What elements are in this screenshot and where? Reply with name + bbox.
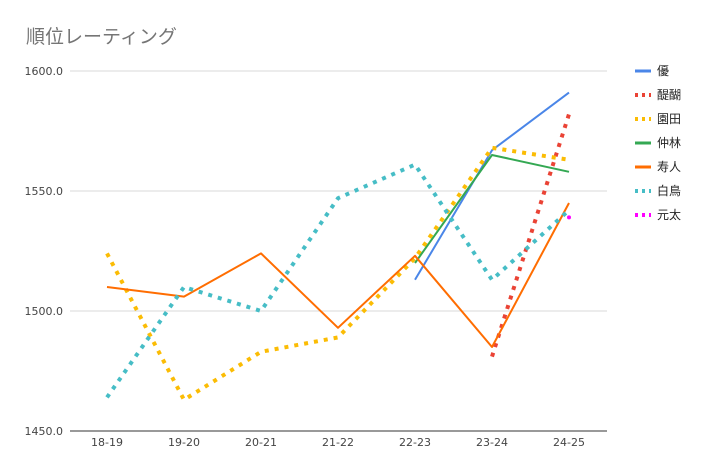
- y-tick-label: 1600.0: [25, 65, 64, 78]
- x-tick-label: 23-24: [476, 436, 508, 449]
- x-tick-label: 22-23: [399, 436, 431, 449]
- legend-entry: 仲林: [657, 136, 681, 150]
- series-line-6: [105, 162, 571, 399]
- series-line-1: [414, 91, 570, 281]
- x-axis-ticks: 18-19 19-20 20-21 21-22 22-23 23-24 24-25: [91, 436, 585, 449]
- chart-title: 順位レーティング: [26, 26, 177, 48]
- series-lines: [105, 91, 571, 402]
- x-tick-label: 24-25: [553, 436, 585, 449]
- series-point-7: [567, 215, 571, 220]
- x-tick-label: 18-19: [91, 436, 123, 449]
- y-axis-ticks: 1450.0 1500.0 1550.0 1600.0: [25, 65, 64, 438]
- legend-entry: 醍醐: [657, 88, 681, 102]
- y-tick-label: 1550.0: [25, 185, 64, 198]
- legend-entry: 白鳥: [657, 183, 681, 198]
- series-line-5: [106, 202, 570, 348]
- legend-entry: 寿人: [657, 160, 681, 174]
- y-tick-label: 1500.0: [25, 305, 64, 318]
- series-line-4: [414, 154, 570, 264]
- y-tick-label: 1450.0: [25, 425, 64, 438]
- legend-entry: 元太: [657, 207, 681, 222]
- legend-entry: 園田: [657, 112, 681, 126]
- x-tick-label: 21-22: [322, 436, 354, 449]
- legend-entry: 優: [657, 64, 669, 78]
- x-tick-label: 19-20: [168, 436, 200, 449]
- x-tick-label: 20-21: [245, 436, 277, 449]
- grid-lines: [70, 70, 607, 432]
- series-line-3: [105, 145, 570, 402]
- series-line-2: [490, 113, 571, 358]
